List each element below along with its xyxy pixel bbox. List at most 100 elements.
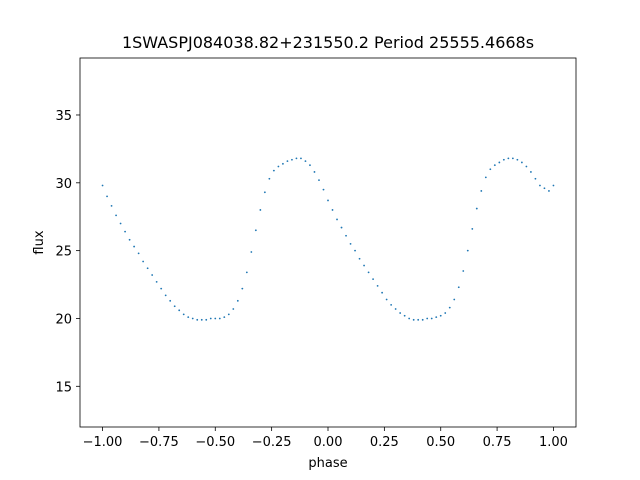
data-point — [394, 308, 397, 310]
data-point — [250, 251, 253, 253]
data-point — [101, 184, 104, 187]
data-point — [444, 312, 447, 314]
data-point — [236, 299, 239, 302]
data-point — [417, 318, 420, 321]
data-point — [511, 157, 514, 160]
y-tick-label: 25 — [55, 245, 72, 260]
data-point — [453, 298, 456, 301]
data-point — [358, 257, 361, 260]
data-point — [124, 230, 126, 233]
data-point — [300, 157, 302, 160]
data-point — [331, 209, 334, 211]
data-point — [286, 160, 289, 163]
data-point — [160, 287, 163, 290]
x-tick-label: −0.75 — [139, 435, 179, 450]
data-point — [295, 157, 298, 160]
data-point — [435, 316, 438, 319]
data-point — [187, 316, 190, 319]
data-point — [241, 287, 244, 290]
data-point — [277, 165, 280, 168]
x-axis-label: phase — [308, 456, 347, 471]
data-point — [367, 271, 370, 274]
data-point — [548, 190, 550, 192]
data-point — [376, 285, 379, 287]
data-point — [520, 161, 523, 164]
x-axis-ticks: −1.00 −0.75 −0.50 −0.25 0.00 0.25 0.50 0.75 1.00 — [83, 427, 568, 450]
y-axis-ticks: 15 20 25 30 35 — [55, 109, 80, 395]
data-point — [493, 164, 496, 167]
data-point — [480, 190, 483, 192]
data-point — [502, 158, 505, 161]
data-point — [385, 298, 388, 301]
data-point — [164, 294, 167, 297]
data-point — [309, 164, 311, 167]
data-point — [412, 318, 415, 321]
data-point — [530, 171, 532, 173]
data-point — [209, 317, 212, 320]
data-point — [200, 318, 203, 321]
data-point — [507, 157, 510, 160]
data-point — [448, 306, 451, 309]
data-point — [336, 218, 338, 221]
data-point — [173, 305, 176, 308]
data-point — [543, 187, 546, 190]
data-point — [552, 184, 555, 187]
data-point — [151, 274, 154, 276]
data-point — [155, 280, 158, 283]
x-tick-label: −0.25 — [252, 435, 292, 450]
data-point — [272, 169, 275, 172]
data-point — [115, 214, 117, 217]
data-point — [498, 161, 501, 164]
data-point — [254, 229, 257, 232]
data-point — [426, 317, 429, 320]
data-point — [372, 278, 374, 281]
data-point — [223, 316, 226, 319]
data-point — [471, 228, 474, 230]
y-tick-label: 35 — [55, 109, 72, 124]
data-point — [169, 299, 172, 302]
data-point — [466, 249, 469, 252]
data-point — [516, 158, 519, 161]
data-point — [232, 308, 235, 310]
x-tick-label: 0.75 — [483, 435, 512, 450]
data-point — [421, 318, 424, 321]
y-tick-label: 15 — [55, 380, 72, 395]
data-point — [133, 245, 136, 248]
data-point — [191, 317, 194, 320]
data-point — [354, 249, 356, 252]
data-point — [205, 318, 208, 321]
data-point — [525, 165, 528, 168]
data-point — [457, 286, 460, 289]
data-point — [268, 177, 271, 180]
chart-title: 1SWASPJ084038.82+231550.2 Period 25555.4… — [122, 33, 534, 52]
data-point — [227, 313, 230, 316]
data-point — [214, 317, 217, 320]
data-point — [489, 168, 492, 171]
x-tick-label: 0.25 — [370, 435, 399, 450]
data-point — [128, 238, 131, 241]
data-point — [282, 162, 284, 165]
points-layer — [101, 157, 555, 321]
data-point — [430, 317, 433, 320]
plot-frame — [79, 57, 577, 428]
x-tick-label: 0.00 — [314, 435, 343, 450]
data-point — [146, 267, 149, 270]
y-tick-label: 30 — [55, 177, 72, 192]
data-point — [245, 271, 248, 274]
data-point — [390, 304, 393, 306]
data-point — [291, 158, 293, 161]
data-point — [178, 309, 181, 312]
data-point — [381, 291, 384, 294]
x-tick-label: 1.00 — [539, 435, 568, 450]
data-point — [106, 195, 108, 198]
data-point — [322, 188, 325, 191]
data-point — [119, 222, 122, 225]
data-point — [439, 314, 442, 317]
data-point — [399, 312, 402, 314]
data-point — [142, 260, 145, 263]
data-point — [349, 242, 352, 245]
data-point — [462, 270, 465, 272]
data-point — [327, 199, 329, 202]
